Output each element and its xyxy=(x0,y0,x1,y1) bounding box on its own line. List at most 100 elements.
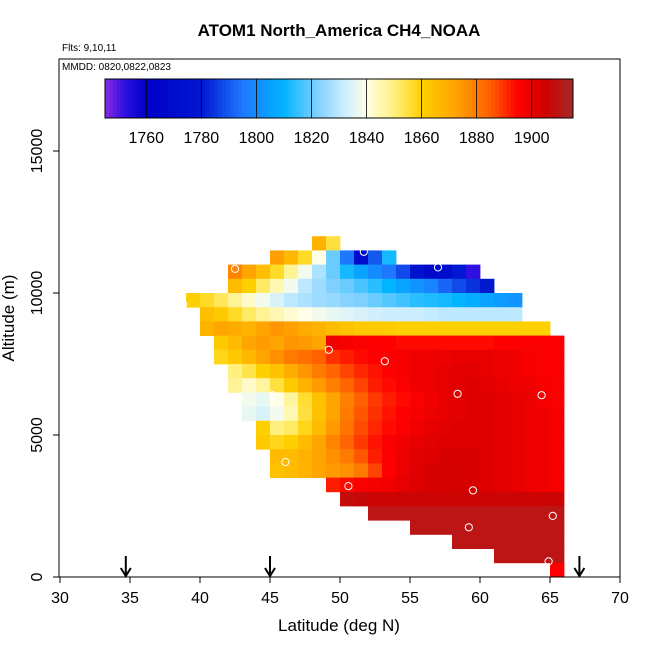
colorbar-segment xyxy=(183,79,188,118)
heatmap-cell xyxy=(368,491,383,507)
heatmap-cell xyxy=(494,349,509,365)
heatmap-cell xyxy=(340,378,355,393)
colorbar-segment xyxy=(393,79,398,118)
heatmap-cell xyxy=(256,406,271,422)
heatmap-cell xyxy=(522,435,537,450)
colorbar-segment xyxy=(327,79,332,118)
sample-marker xyxy=(468,486,478,495)
heatmap-cell xyxy=(256,293,271,308)
heatmap-cell xyxy=(550,378,565,393)
heatmap-cell xyxy=(438,321,453,336)
heatmap-cell xyxy=(270,378,285,393)
heatmap-cell xyxy=(298,449,313,464)
y-tick-label: 0 xyxy=(29,572,46,581)
colorbar-tick-label: 1780 xyxy=(184,130,220,147)
colorbar-segment xyxy=(417,79,422,118)
x-tick-label: 45 xyxy=(261,590,279,607)
heatmap-cell xyxy=(452,378,467,393)
heatmap-cell xyxy=(340,307,355,322)
x-tick-label: 65 xyxy=(541,590,559,607)
heatmap-cell xyxy=(424,278,439,294)
heatmap-cell xyxy=(270,293,285,308)
heatmap-cell xyxy=(326,406,341,422)
heatmap-cell xyxy=(368,364,383,379)
heatmap-cell xyxy=(284,378,299,393)
heatmap-cell xyxy=(410,491,425,507)
heatmap-cell xyxy=(452,264,467,280)
heatmap-cell xyxy=(424,463,439,478)
colorbar-segment xyxy=(378,79,383,118)
heatmap-cell xyxy=(452,520,467,535)
heatmap-cell xyxy=(508,534,523,549)
heatmap-cell xyxy=(284,264,299,280)
heatmap-cell xyxy=(270,349,285,365)
sample-marker xyxy=(230,264,240,273)
heatmap-cell xyxy=(438,278,453,294)
colorbar-segment xyxy=(214,79,219,118)
heatmap-cell xyxy=(270,435,285,450)
colorbar-segment xyxy=(428,79,434,118)
colorbar-segment xyxy=(342,79,348,118)
heatmap-cell xyxy=(466,477,481,493)
colorbar-segment xyxy=(537,79,543,118)
heatmap-cell xyxy=(508,491,523,507)
heatmap-cell xyxy=(424,364,439,379)
x-tick-label: 35 xyxy=(121,590,139,607)
colorbar-segment xyxy=(339,79,344,118)
colorbar-segment xyxy=(116,79,122,118)
heatmap-cell xyxy=(256,307,271,322)
heatmap-cell xyxy=(228,307,243,322)
heatmap-cell xyxy=(284,250,299,265)
heatmap-cell xyxy=(396,378,411,393)
heatmap-cell xyxy=(340,491,355,507)
heatmap-cell xyxy=(256,335,271,351)
heatmap-cell xyxy=(508,449,523,464)
heatmap-cell xyxy=(550,491,565,507)
heatmap-cell xyxy=(438,435,453,450)
colorbar-segment xyxy=(307,79,313,118)
heatmap-cell xyxy=(284,293,299,308)
heatmap-cell xyxy=(410,506,425,521)
colorbar-segment xyxy=(253,79,258,118)
heatmap-cell xyxy=(312,321,327,336)
heatmap-cell xyxy=(494,435,509,450)
flight-arrow-head xyxy=(573,567,586,578)
sample-marker xyxy=(359,247,368,256)
colorbar-segment xyxy=(128,79,133,118)
colorbar-segment xyxy=(362,79,367,118)
heatmap-cell xyxy=(480,520,495,535)
heatmap-cell xyxy=(522,491,537,507)
heatmap-cell xyxy=(424,449,439,464)
heatmap-cell xyxy=(326,264,341,280)
colorbar-segment xyxy=(190,79,196,118)
heatmap-cell xyxy=(396,349,411,365)
heatmap-cell xyxy=(256,321,271,336)
colorbar-segment xyxy=(358,79,363,118)
sample-marker xyxy=(380,357,389,366)
heatmap-cell xyxy=(326,349,341,365)
heatmap-cell xyxy=(228,264,243,280)
heatmap-cell xyxy=(326,477,341,493)
heatmap-cell xyxy=(256,378,271,393)
heatmap-cell xyxy=(536,335,551,351)
heatmap-cell xyxy=(480,392,495,407)
heatmap-cell xyxy=(284,420,299,436)
colorbar-segment xyxy=(565,79,570,118)
colorbar-segment xyxy=(463,79,469,118)
heatmap-cell xyxy=(186,293,201,308)
colorbar-segment xyxy=(534,79,539,118)
heatmap-cell xyxy=(396,293,411,308)
heatmap-cell xyxy=(326,364,341,379)
sample-marker xyxy=(548,511,557,521)
heatmap-cell xyxy=(354,392,369,407)
heatmap-cell xyxy=(494,392,509,407)
heatmap-cell xyxy=(522,477,537,493)
heatmap-cell xyxy=(452,477,467,493)
colorbar-segment xyxy=(514,79,519,118)
heatmap-cell xyxy=(270,250,285,265)
heatmap-cell xyxy=(550,420,565,436)
heatmap-cell xyxy=(550,562,565,578)
heatmap-cell xyxy=(396,364,411,379)
heatmap-cell xyxy=(410,449,425,464)
heatmap-cell xyxy=(256,364,271,379)
